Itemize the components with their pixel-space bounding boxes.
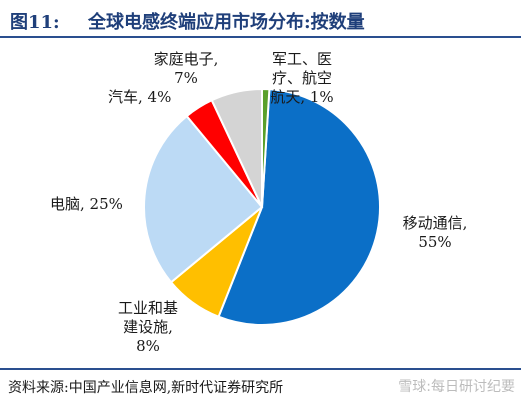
- pie-chart: 移动通信, 55% 工业和基建设施, 8% 电脑, 25% 汽车, 4%家庭电子, 7% 军工…: [50, 50, 468, 355]
- slice-label-mobile: 移动通信, 55%: [403, 214, 468, 251]
- pie-slice-military-medical-aero: [261, 87, 271, 208]
- figure-footer: 资料来源:中国产业信息网,新时代证券研究所 雪球:每日研讨纪要: [0, 368, 521, 401]
- slice-label-military-medical-aero: 军工、医疗、航空航天, 1%: [270, 50, 333, 106]
- figure-title: 全球电感终端应用市场分布:按数量: [88, 12, 365, 33]
- slice-label-computer: 电脑, 25%: [50, 195, 123, 213]
- pie-slice-computer: [143, 114, 264, 284]
- figure-label: 图11:: [10, 12, 60, 33]
- watermark-text: 雪球:每日研讨纪要: [398, 379, 515, 395]
- slice-label-home-electronics: 家庭电子, 7%: [154, 50, 219, 87]
- pie-slice-mobile: [217, 88, 381, 326]
- figure-header: 图11: 全球电感终端应用市场分布:按数量: [0, 0, 521, 38]
- slice-label-industrial: 工业和基建设施, 8%: [118, 299, 178, 355]
- source-note: 资料来源:中国产业信息网,新时代证券研究所: [8, 380, 284, 396]
- slice-label-auto: 汽车, 4%: [108, 88, 171, 106]
